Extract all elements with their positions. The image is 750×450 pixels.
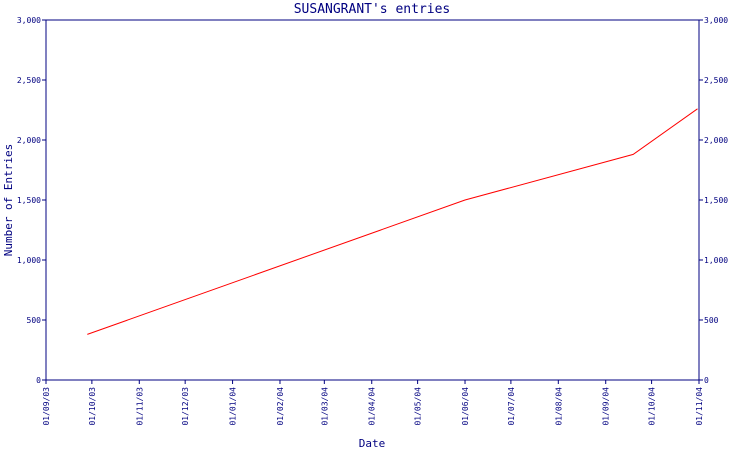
y-tick-label-left: 2,500 [17, 76, 41, 85]
y-tick-label-left: 3,000 [17, 16, 41, 25]
y-axis-right: 0 500 1,000 1,500 2,000 2,500 3,000 [699, 16, 728, 385]
y-tick-label-left: 1,500 [17, 196, 41, 205]
series-line [87, 108, 698, 335]
y-tick-label-right: 3,000 [704, 16, 728, 25]
x-axis: 01/09/03 01/10/03 01/11/03 01/12/03 01/01/04… [42, 380, 704, 426]
y-tick-label-right: 2,500 [704, 76, 728, 85]
x-tick-label: 01/08/04 [554, 387, 563, 426]
y-tick-label-right: 0 [704, 376, 709, 385]
y-axis-title: Number of Entries [2, 144, 15, 257]
x-tick-label: 01/11/03 [135, 387, 144, 426]
x-tick-label: 01/07/04 [507, 387, 516, 426]
y-tick-label-left: 2,000 [17, 136, 41, 145]
x-tick-label: 01/02/04 [276, 387, 285, 426]
x-tick-label: 01/06/04 [461, 387, 470, 426]
series-layer [87, 108, 698, 335]
x-tick-label: 01/03/04 [320, 387, 329, 426]
y-tick-label-right: 2,000 [704, 136, 728, 145]
x-tick-label: 01/04/04 [368, 387, 377, 426]
chart-title: SUSANGRANT's entries [294, 2, 451, 17]
y-tick-label-right: 1,500 [704, 196, 728, 205]
x-tick-label: 01/10/03 [88, 387, 97, 426]
x-tick-label: 01/01/04 [229, 387, 238, 426]
x-tick-label: 01/12/03 [181, 387, 190, 426]
y-tick-label-right: 1,000 [704, 256, 728, 265]
y-tick-label-left: 0 [36, 376, 41, 385]
y-tick-label-left: 1,000 [17, 256, 41, 265]
x-tick-label: 01/09/04 [602, 387, 611, 426]
y-tick-label-left: 500 [27, 316, 42, 325]
plot-area [45, 19, 700, 381]
y-tick-label-right: 500 [704, 316, 719, 325]
y-axis-left: 0 500 1,000 1,500 2,000 2,500 3,000 [17, 16, 46, 385]
x-tick-label: 01/05/04 [414, 387, 423, 426]
x-axis-title: Date [359, 437, 386, 450]
x-tick-label: 01/09/03 [42, 387, 51, 426]
x-tick-label: 01/11/04 [695, 387, 704, 426]
x-tick-label: 01/10/04 [648, 387, 657, 426]
